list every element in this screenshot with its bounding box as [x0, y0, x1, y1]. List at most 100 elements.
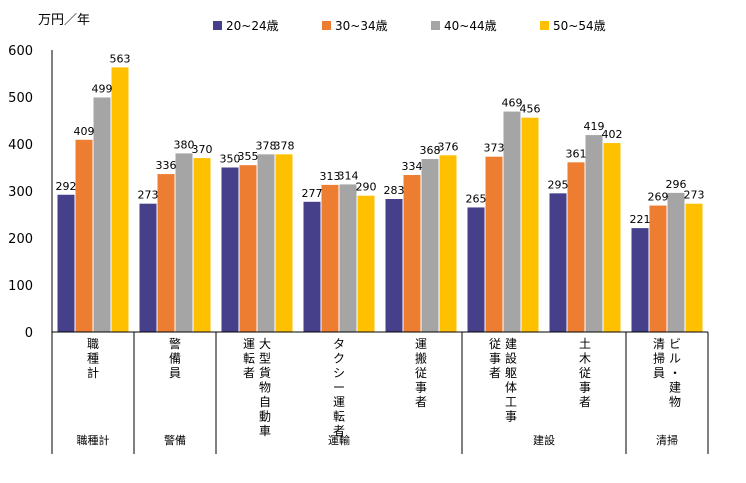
category-label-0-0: 職種計 [87, 337, 99, 380]
legend-swatch-2 [431, 21, 440, 30]
legend-swatch-0 [213, 21, 222, 30]
category-label-6-0: 土木従事者 [579, 337, 591, 409]
y-axis: 0 100 200 300 400 500 600 [8, 44, 53, 341]
bar-5-1 [485, 156, 503, 332]
bar-3-3 [357, 195, 375, 332]
category-label-2-1: 運転者 [243, 337, 255, 380]
bar-6-1 [567, 162, 585, 332]
bar-5-0 [467, 207, 485, 332]
data-label-1-1: 336 [156, 159, 177, 172]
bar-4-3 [439, 155, 457, 332]
bar-1-3 [193, 158, 211, 332]
bar-3-0 [303, 201, 321, 332]
bar-0-2 [93, 97, 111, 332]
category-label-4-0: 運搬従事者 [415, 337, 427, 409]
bar-2-0 [221, 167, 239, 332]
bar-2-1 [239, 165, 257, 332]
y-tick-label-5: 500 [8, 91, 33, 106]
data-label-4-2: 368 [420, 144, 441, 157]
category-label-5-0: 建設躯体工事 [505, 337, 517, 424]
bar-1-1 [157, 174, 175, 332]
data-label-3-1: 313 [320, 170, 341, 183]
legend-swatch-1 [322, 21, 331, 30]
category-label-7-1: 清掃員 [653, 337, 665, 380]
data-label-1-2: 380 [174, 138, 195, 151]
bar-6-0 [549, 193, 567, 332]
legend-label-3: 50~54歳 [553, 19, 606, 33]
data-label-2-3: 378 [274, 139, 295, 152]
data-label-3-3: 290 [356, 181, 377, 194]
bar-3-2 [339, 184, 357, 332]
bars [57, 67, 703, 333]
bar-7-1 [649, 205, 667, 332]
data-label-4-3: 376 [438, 140, 459, 153]
data-label-3-2: 314 [338, 169, 359, 182]
y-tick-label-4: 400 [8, 138, 33, 153]
data-label-4-0: 283 [384, 184, 405, 197]
category-label-1-0: 警備員 [169, 336, 181, 380]
data-label-0-0: 292 [56, 180, 77, 193]
category-label-5-1: 従事者 [489, 337, 501, 380]
data-label-2-0: 350 [220, 153, 241, 166]
bar-5-2 [503, 111, 521, 332]
bar-2-2 [257, 154, 275, 332]
data-label-5-0: 265 [466, 192, 487, 205]
bar-1-0 [139, 203, 157, 332]
data-label-7-2: 296 [666, 178, 687, 191]
data-label-5-3: 456 [520, 103, 541, 116]
bar-0-1 [75, 139, 93, 332]
data-label-1-3: 370 [192, 143, 213, 156]
group-label-4: 清掃 [656, 433, 678, 447]
legend-label-2: 40~44歳 [444, 19, 497, 33]
bar-1-2 [175, 153, 193, 332]
bar-0-0 [57, 194, 75, 332]
bar-7-0 [631, 228, 649, 332]
y-axis-label: 万円／年 [38, 13, 90, 28]
data-label-1-0: 273 [138, 189, 159, 202]
category-label-7-0: ビル・建物 [669, 337, 681, 409]
group-label-1: 警備 [164, 433, 186, 447]
bar-7-3 [685, 203, 703, 332]
data-label-7-3: 273 [684, 189, 705, 202]
data-label-0-1: 409 [74, 125, 95, 138]
data-label-6-2: 419 [584, 120, 605, 133]
y-tick-label-1: 100 [8, 279, 33, 294]
bar-6-3 [603, 143, 621, 332]
data-label-3-0: 277 [302, 187, 323, 200]
data-label-2-1: 355 [238, 150, 259, 163]
legend-label-0: 20~24歳 [226, 19, 279, 33]
category-label-2-0: 大型貨物自動車 [259, 337, 271, 438]
data-label-2-2: 378 [256, 139, 277, 152]
bar-0-3 [111, 67, 129, 332]
data-label-6-1: 361 [566, 147, 587, 160]
data-labels: 2924094995632733363803703503553783782773… [56, 52, 705, 226]
group-label-0: 職種計 [77, 433, 110, 447]
data-label-7-1: 269 [648, 191, 669, 204]
legend: 20~24歳 30~34歳 40~44歳 50~54歳 [213, 19, 606, 33]
bar-3-1 [321, 184, 339, 332]
group-label-3: 建設 [533, 433, 555, 447]
bar-4-0 [385, 198, 403, 332]
bar-5-3 [521, 117, 539, 333]
data-label-4-1: 334 [402, 160, 423, 173]
data-label-5-1: 373 [484, 142, 505, 155]
category-label-3-0: タクシー運転者 [333, 337, 345, 438]
data-label-6-3: 402 [602, 128, 623, 141]
y-tick-label-6: 600 [8, 44, 33, 59]
bar-4-2 [421, 159, 439, 332]
bar-4-1 [403, 175, 421, 332]
data-label-6-0: 295 [548, 178, 569, 191]
group-label-2: 運輸 [328, 433, 350, 447]
legend-swatch-3 [540, 21, 549, 30]
data-label-5-2: 469 [502, 97, 523, 110]
y-tick-label-3: 300 [8, 185, 33, 200]
data-label-0-3: 563 [110, 52, 131, 65]
bar-2-3 [275, 154, 293, 332]
bar-7-2 [667, 192, 685, 332]
data-label-0-2: 499 [92, 82, 113, 95]
y-tick-label-0: 0 [25, 326, 33, 341]
bar-6-2 [585, 135, 603, 332]
y-tick-label-2: 200 [8, 232, 33, 247]
